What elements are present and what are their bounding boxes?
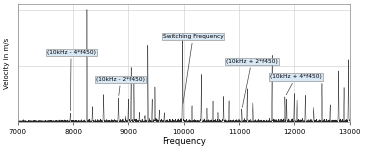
Text: (10kHz - 4*f450): (10kHz - 4*f450) xyxy=(47,50,96,111)
X-axis label: Frequency: Frequency xyxy=(162,137,205,146)
Text: Switching Frequency: Switching Frequency xyxy=(163,34,223,103)
Text: (10kHz - 2*f450): (10kHz - 2*f450) xyxy=(96,77,145,96)
Text: (10kHz + 4*f450): (10kHz + 4*f450) xyxy=(270,75,322,95)
Y-axis label: Velocity in m/s: Velocity in m/s xyxy=(4,37,10,89)
Text: (10kHz + 2*f450): (10kHz + 2*f450) xyxy=(226,59,278,107)
